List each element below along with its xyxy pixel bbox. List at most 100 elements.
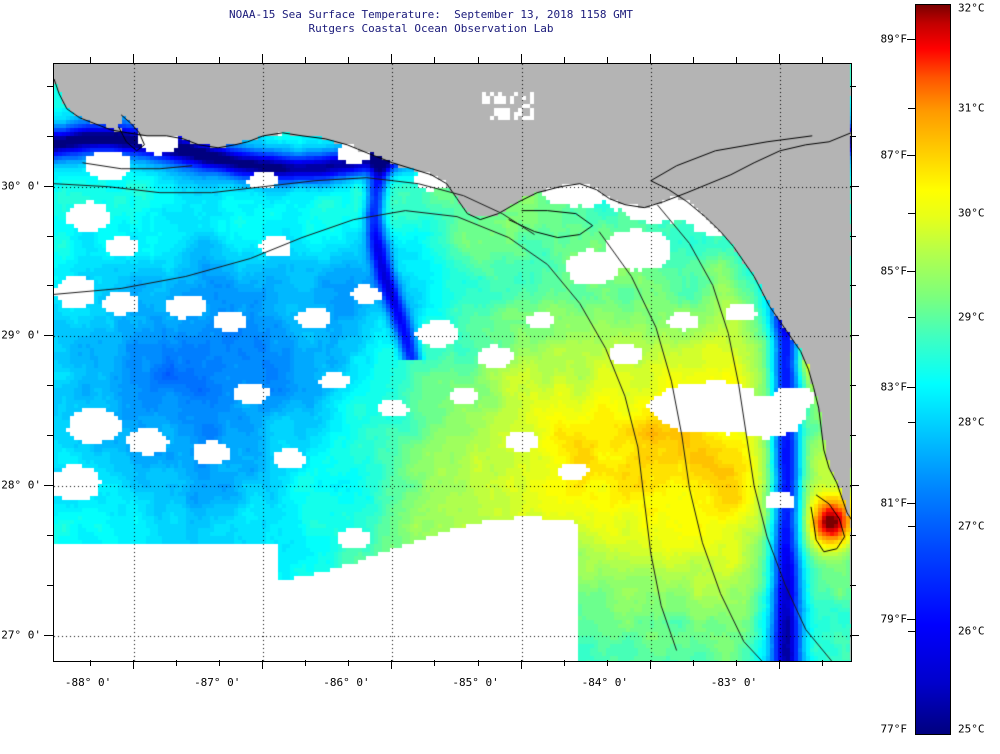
colorbar-label-c: 27°C (958, 519, 985, 533)
title-line-2: Rutgers Coastal Ocean Observation Lab (308, 22, 554, 35)
lat-tick-minor-right (850, 236, 856, 237)
lon-label: -84° 0' (581, 676, 628, 689)
lon-tick-minor (434, 57, 435, 63)
lat-label: 27° 0' (1, 628, 41, 642)
lat-tick-minor (47, 86, 53, 87)
colorbar-label-f: 85°F (880, 264, 908, 278)
colorbar-tick-c (908, 422, 915, 423)
lat-tick-major (44, 186, 53, 187)
lon-tick-minor-bottom (219, 660, 220, 666)
lon-tick-minor (305, 57, 306, 63)
lon-tick-minor-bottom (305, 660, 306, 666)
colorbar-tick-c (908, 213, 915, 214)
page-title: NOAA-15 Sea Surface Temperature: Septemb… (0, 8, 862, 36)
colorbar-tick-f (907, 39, 915, 40)
lon-tick-minor (478, 57, 479, 63)
lon-tick-minor-bottom (348, 660, 349, 666)
colorbar-label-f: 77°F (880, 722, 908, 736)
colorbar-label-c: 32°C (958, 1, 985, 15)
graticule-overlay (54, 64, 851, 661)
lon-label: -88° 0' (64, 676, 112, 689)
colorbar-label-f: 83°F (880, 380, 908, 394)
lat-label: 28° 0' (1, 478, 41, 492)
lat-tick-major-right (850, 186, 859, 187)
colorbar-tick-c (908, 108, 915, 109)
lon-tick-major-bottom (391, 660, 392, 669)
lon-tick-major-bottom (521, 660, 522, 669)
colorbar-label-c: 25°C (958, 722, 985, 736)
lat-tick-minor (47, 535, 53, 536)
colorbar-label-f: 81°F (880, 496, 908, 510)
lon-tick-major-bottom (133, 660, 134, 669)
colorbar-label-f: 79°F (880, 612, 908, 626)
lon-tick-minor-bottom (693, 660, 694, 666)
lon-tick-minor-bottom (736, 660, 737, 666)
colorbar-gradient (915, 4, 951, 735)
lon-tick-minor-bottom (564, 660, 565, 666)
lat-tick-minor (47, 585, 53, 586)
lat-tick-minor (47, 285, 53, 286)
lon-tick-minor (176, 57, 177, 63)
lon-tick-minor (348, 57, 349, 63)
lon-tick-major-bottom (262, 660, 263, 669)
lon-tick-major (650, 54, 651, 63)
lon-tick-minor (90, 57, 91, 63)
lon-tick-minor (219, 57, 220, 63)
lon-label: -83° 0' (710, 676, 758, 689)
lat-tick-minor-right (850, 285, 856, 286)
colorbar-tick-c (908, 526, 915, 527)
colorbar-tick-c (908, 317, 915, 318)
colorbar-tick-c (908, 631, 915, 632)
colorbar-label-c: 30°C (958, 206, 985, 220)
lon-tick-major (133, 54, 134, 63)
map-frame (53, 63, 852, 662)
colorbar-label-c: 26°C (958, 624, 985, 638)
colorbar-tick-f (907, 155, 915, 156)
lon-tick-minor (822, 57, 823, 63)
lon-tick-minor (564, 57, 565, 63)
lat-tick-minor (47, 236, 53, 237)
lon-label: -85° 0' (452, 676, 499, 689)
lat-tick-minor-right (850, 86, 856, 87)
colorbar-tick-f (907, 271, 915, 272)
lat-tick-major (44, 635, 53, 636)
lon-tick-minor-bottom (478, 660, 479, 666)
lat-tick-minor (47, 136, 53, 137)
lat-tick-minor (47, 385, 53, 386)
title-line-1: NOAA-15 Sea Surface Temperature: Septemb… (229, 8, 633, 21)
lon-label: -87° 0' (194, 676, 241, 689)
lon-tick-major-bottom (650, 660, 651, 669)
lon-tick-minor (607, 57, 608, 63)
lon-tick-major (779, 54, 780, 63)
colorbar-label-f: 89°F (880, 32, 908, 46)
colorbar (915, 4, 951, 735)
lat-tick-major-right (850, 485, 859, 486)
lat-tick-major-right (850, 635, 859, 636)
lat-tick-minor-right (850, 385, 856, 386)
lon-tick-minor-bottom (607, 660, 608, 666)
lat-tick-minor-right (850, 435, 856, 436)
lat-tick-minor-right (850, 136, 856, 137)
colorbar-label-f: 87°F (880, 148, 908, 162)
colorbar-label-c: 28°C (958, 415, 985, 429)
lon-tick-major (521, 54, 522, 63)
lat-label: 29° 0' (1, 328, 41, 342)
lon-label: -86° 0' (323, 676, 370, 689)
lon-tick-minor-bottom (434, 660, 435, 666)
lat-tick-minor-right (850, 535, 856, 536)
colorbar-tick-f (907, 503, 915, 504)
lon-tick-minor (736, 57, 737, 63)
lat-tick-major (44, 335, 53, 336)
lat-tick-major-right (850, 335, 859, 336)
lon-tick-major (262, 54, 263, 63)
lat-tick-minor (47, 435, 53, 436)
lon-tick-minor-bottom (176, 660, 177, 666)
colorbar-label-c: 29°C (958, 310, 985, 324)
lat-label: 30° 0' (1, 179, 41, 193)
lon-tick-minor-bottom (90, 660, 91, 666)
lon-tick-major-bottom (779, 660, 780, 669)
lon-tick-minor (693, 57, 694, 63)
lat-tick-major (44, 485, 53, 486)
lon-tick-major (391, 54, 392, 63)
